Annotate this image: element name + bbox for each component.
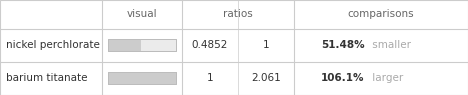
Text: smaller: smaller [369,40,411,50]
Text: 2.061: 2.061 [251,73,281,83]
Bar [108,72,176,84]
Text: visual: visual [126,9,157,19]
Text: 106.1%: 106.1% [321,73,365,83]
Text: 51.48%: 51.48% [321,40,365,50]
Bar [108,39,176,51]
Text: comparisons: comparisons [348,9,414,19]
Bar [108,72,176,84]
Text: nickel perchlorate: nickel perchlorate [6,40,100,50]
Text: barium titanate: barium titanate [6,73,87,83]
Bar [108,72,176,84]
Bar [108,39,176,51]
Text: 1: 1 [206,73,213,83]
Text: ratios: ratios [223,9,253,19]
Text: larger: larger [369,73,403,83]
Text: 1: 1 [263,40,269,50]
Bar [108,39,141,51]
Text: 0.4852: 0.4852 [191,40,228,50]
